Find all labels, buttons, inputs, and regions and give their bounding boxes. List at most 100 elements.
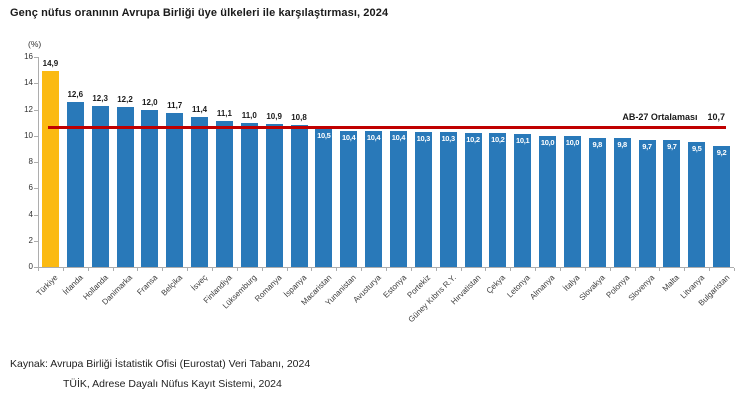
x-axis-label: Belçika xyxy=(159,273,185,298)
x-tick-mark xyxy=(361,268,362,271)
bar-value-label: 10,4 xyxy=(391,132,406,142)
x-tick-mark xyxy=(734,268,735,271)
x-tick-mark xyxy=(386,268,387,271)
x-axis-label: İrlanda xyxy=(60,273,85,297)
bar xyxy=(514,134,532,267)
bar xyxy=(191,117,209,267)
x-axis-label: İtalya xyxy=(561,273,582,293)
source-line-1: Kaynak: Avrupa Birliği İstatistik Ofisi … xyxy=(10,358,311,370)
x-tick-mark xyxy=(461,268,462,271)
y-tick-label: 0 xyxy=(28,262,33,271)
x-tick-mark xyxy=(187,268,188,271)
x-tick-mark xyxy=(510,268,511,271)
bar xyxy=(713,146,731,267)
bar xyxy=(340,130,358,267)
y-tick-mark xyxy=(34,83,38,85)
x-tick-mark xyxy=(212,268,213,271)
y-tick-mark xyxy=(34,109,38,111)
bar-value-label: 10,1 xyxy=(516,136,530,146)
bar xyxy=(414,131,432,267)
bar-value-label: 11,1 xyxy=(216,109,232,119)
x-tick-mark xyxy=(237,268,238,271)
y-tick-mark xyxy=(34,162,38,163)
bar xyxy=(638,139,656,267)
bar xyxy=(688,142,706,267)
y-axis-unit-label: (%) xyxy=(28,39,42,49)
bar xyxy=(464,133,482,267)
bar xyxy=(66,101,84,267)
x-tick-mark xyxy=(63,268,64,271)
bar xyxy=(365,130,383,267)
bar xyxy=(116,106,134,267)
x-tick-mark xyxy=(659,268,660,271)
y-tick-label: 4 xyxy=(28,209,33,219)
bar-value-label: 11,0 xyxy=(241,110,257,120)
x-tick-mark xyxy=(709,268,710,271)
bar-value-label: 10,9 xyxy=(266,111,282,121)
x-axis-label: Estonya xyxy=(380,273,408,300)
bar xyxy=(489,133,507,267)
y-tick-mark xyxy=(34,135,38,137)
x-tick-mark xyxy=(137,268,138,271)
bar-value-label: 10,4 xyxy=(366,132,381,142)
bar-value-label: 10,2 xyxy=(466,135,480,145)
x-tick-mark xyxy=(287,268,288,271)
y-tick-label: 8 xyxy=(28,157,33,166)
bar xyxy=(41,71,59,267)
bar xyxy=(215,121,233,267)
x-axis-line xyxy=(38,267,734,268)
bar-value-label: 10,0 xyxy=(565,137,580,147)
chart-title: Genç nüfus oranının Avrupa Birliği üye ü… xyxy=(10,7,389,19)
y-tick-mark xyxy=(34,57,38,58)
bar-value-label: 9,7 xyxy=(642,141,652,151)
bar-value-label: 9,2 xyxy=(716,148,727,158)
x-tick-mark xyxy=(635,268,636,271)
x-axis-label: Almanya xyxy=(528,273,557,302)
bar-value-label: 10,8 xyxy=(291,113,307,123)
y-tick-label: 14 xyxy=(24,78,33,88)
x-tick-mark xyxy=(311,268,312,271)
y-tick-mark xyxy=(34,267,38,268)
bar-value-label: 10,3 xyxy=(441,133,455,143)
x-axis-label: Fransa xyxy=(135,273,160,297)
bar xyxy=(265,123,283,267)
x-tick-mark xyxy=(411,268,412,271)
bar-value-label: 11,4 xyxy=(191,105,208,115)
bar xyxy=(613,138,631,267)
bar xyxy=(389,130,407,267)
x-tick-mark xyxy=(88,268,89,271)
bar xyxy=(663,139,681,267)
bar-value-label: 10,4 xyxy=(342,132,356,142)
source-note: Kaynak: Avrupa Birliği İstatistik Ofisi … xyxy=(10,354,310,394)
bar-value-label: 10,3 xyxy=(416,133,431,143)
bar xyxy=(539,135,557,267)
bar-value-label: 12,0 xyxy=(142,97,158,107)
x-tick-mark xyxy=(535,268,536,271)
bar-value-label: 9,8 xyxy=(592,140,603,150)
x-tick-mark xyxy=(684,268,685,271)
y-tick-mark xyxy=(34,188,38,190)
x-tick-mark xyxy=(38,268,39,271)
y-tick-label: 10 xyxy=(24,130,33,140)
y-tick-label: 12 xyxy=(24,104,33,114)
source-line-2: TÜİK, Adrese Dayalı Nüfus Kayıt Sistemi,… xyxy=(63,378,282,390)
x-tick-mark xyxy=(336,268,337,271)
x-tick-mark xyxy=(113,268,114,271)
x-tick-mark xyxy=(436,268,437,271)
bar-value-label: 12,3 xyxy=(92,93,108,103)
x-axis-label: Çekya xyxy=(484,273,508,296)
y-tick-label: 16 xyxy=(24,52,33,61)
bar xyxy=(563,135,581,267)
x-tick-mark xyxy=(585,268,586,271)
x-tick-mark xyxy=(162,268,163,271)
eu-average-value: 10,7 xyxy=(707,112,725,122)
bar-value-label: 10,0 xyxy=(540,137,555,147)
x-axis-label: İsveç xyxy=(189,273,209,293)
y-tick-mark xyxy=(34,214,38,216)
x-axis-label: Slovakya xyxy=(577,273,607,303)
y-tick-label: 2 xyxy=(28,235,33,245)
x-tick-mark xyxy=(485,268,486,271)
bar-value-label: 14,9 xyxy=(42,59,59,69)
x-axis-label: Slovenya xyxy=(626,273,657,303)
x-tick-mark xyxy=(262,268,263,271)
